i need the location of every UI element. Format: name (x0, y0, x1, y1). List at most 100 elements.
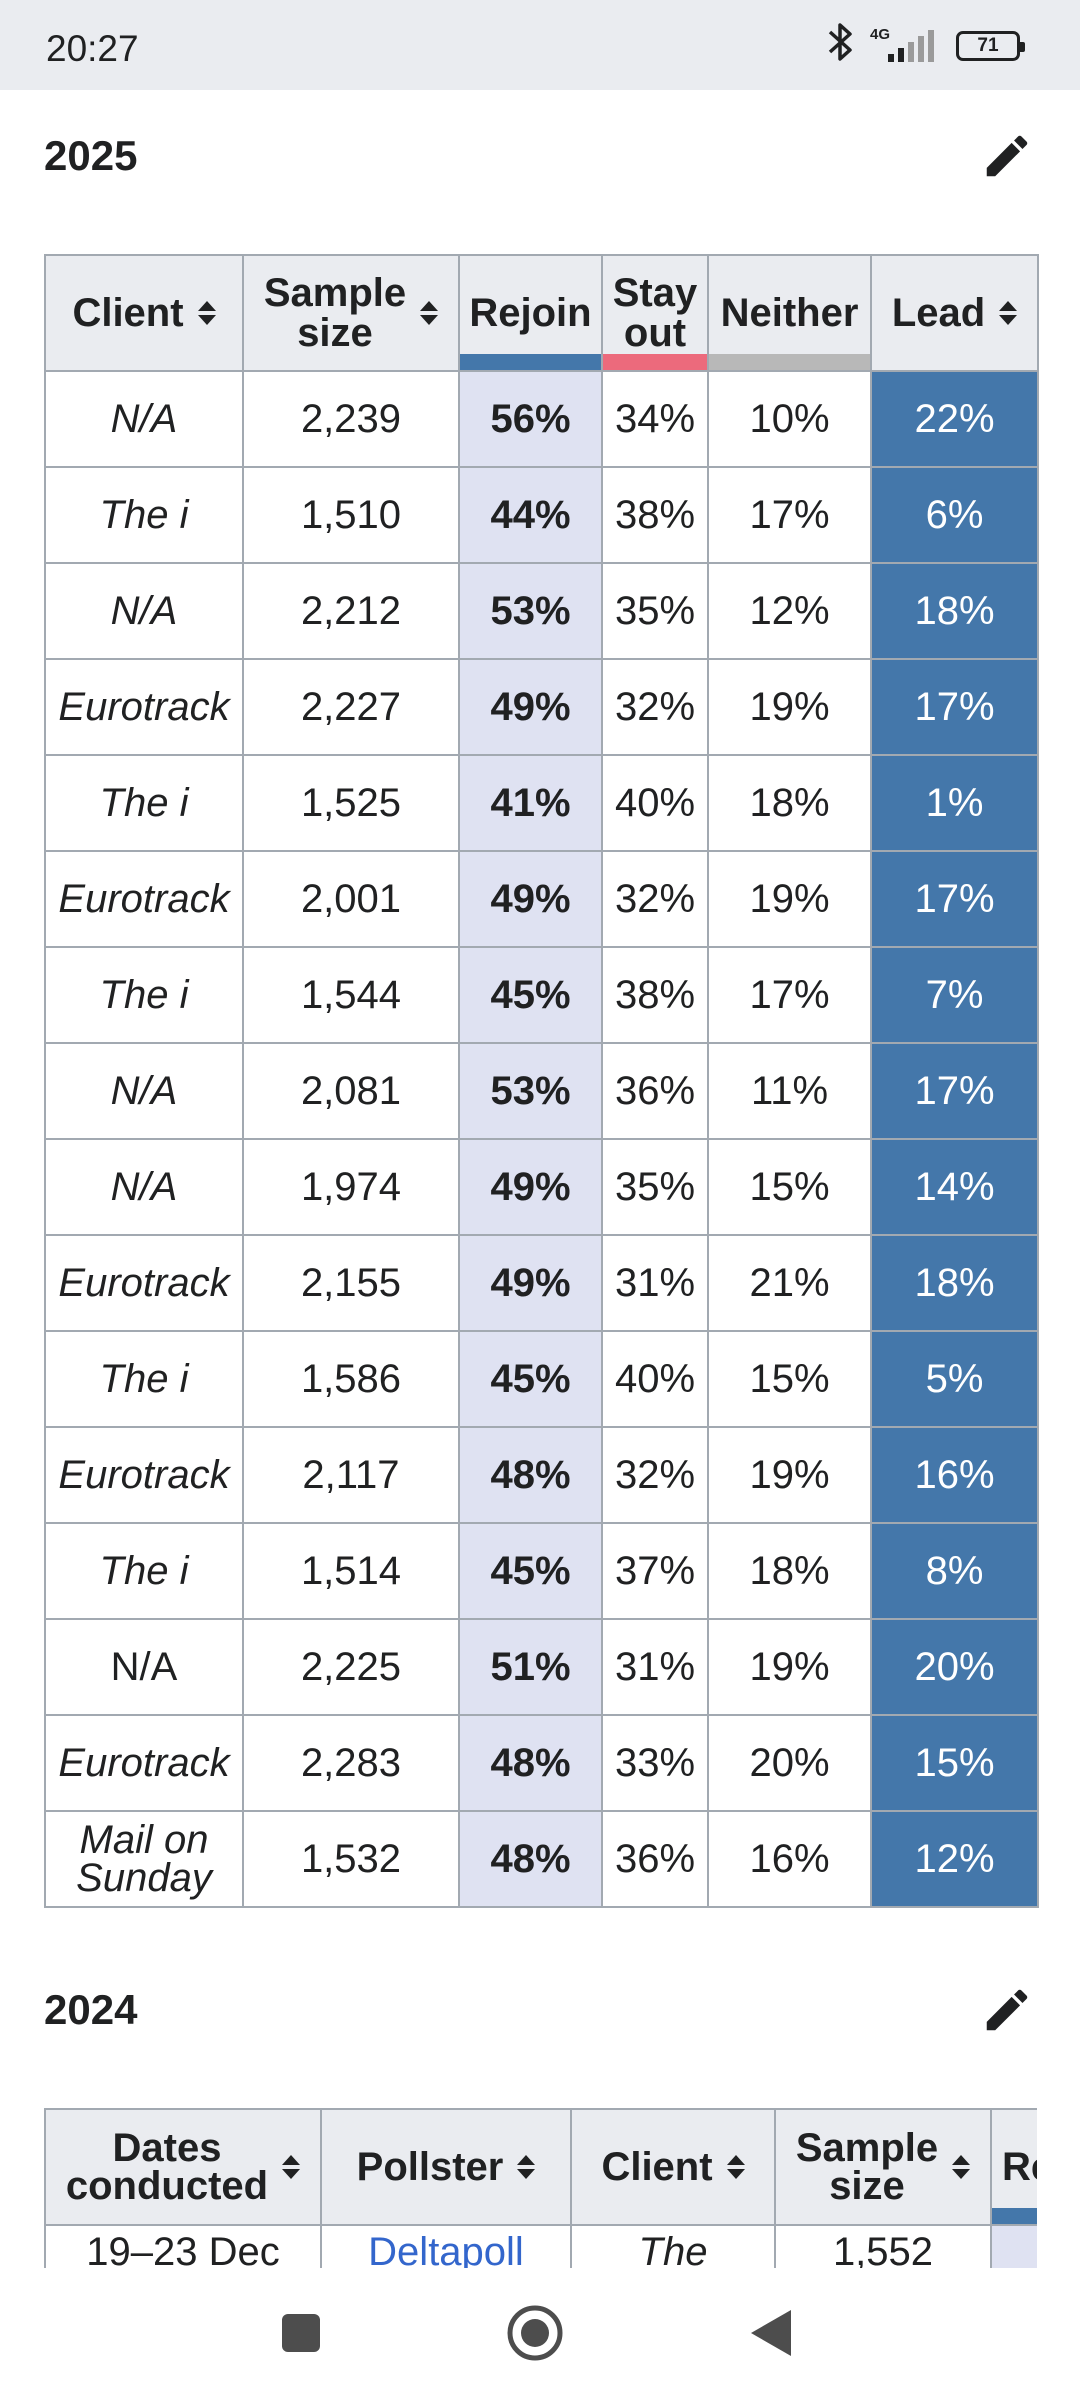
cell-lead: 22% (870, 370, 1039, 468)
header-label: Pollster (356, 2145, 504, 2189)
pollster-link[interactable]: Deltapoll (320, 2224, 572, 2268)
cell-rejoin: 53% (458, 562, 603, 660)
cell-stay-out: 40% (601, 1330, 709, 1428)
cell-rejoin: 44% (458, 466, 603, 564)
cell-rejoin: 48% (458, 1714, 603, 1812)
header-label: Dates conducted (65, 2128, 269, 2208)
sort-icon[interactable] (726, 2155, 745, 2179)
header-label: Sample size (795, 2126, 939, 2208)
header-label: Sample size (264, 273, 406, 353)
header-label: Re (1002, 2145, 1037, 2189)
header-label: Neither (720, 291, 859, 335)
cell-lead: 5% (870, 1330, 1039, 1428)
header-label: Client (72, 291, 184, 335)
cell-client: Mail on Sunday (44, 1810, 244, 1908)
cell-stay-out: 38% (601, 946, 709, 1044)
cell-sample-size: 2,081 (242, 1042, 460, 1140)
cell-sample-size: 1,510 (242, 466, 460, 564)
cell-neither: 19% (707, 850, 872, 948)
status-bar: 20:27 4G 71 (0, 0, 1080, 90)
header-label-line: Sample (795, 2126, 939, 2170)
cell-sample-size: 2,239 (242, 370, 460, 468)
table-row: N/A 1,974 49% 35% 15% 14% (44, 1138, 1039, 1236)
header-label-line: conducted (65, 2164, 269, 2208)
bluetooth-icon (826, 22, 856, 71)
table-row: N/A 2,239 56% 34% 10% 22% (44, 370, 1039, 468)
cell-stay-out: 34% (601, 370, 709, 468)
cell-neither: 19% (707, 1618, 872, 1716)
cell-lead: 6% (870, 466, 1039, 564)
cell-client: N/A (44, 562, 244, 660)
cell-client: N/A (44, 1042, 244, 1140)
column-header-client[interactable]: Client (570, 2108, 776, 2226)
cell-lead: 20% (870, 1618, 1039, 1716)
cell-rejoin (990, 2224, 1037, 2268)
sort-icon[interactable] (282, 2155, 301, 2179)
section-2024-header: 2024 (44, 1970, 1036, 2050)
cell-client: The i (44, 754, 244, 852)
status-time: 20:27 (46, 28, 139, 69)
sort-icon[interactable] (952, 2155, 971, 2179)
cell-client: The i (44, 946, 244, 1044)
cell-client: The (570, 2224, 776, 2268)
cell-lead: 16% (870, 1426, 1039, 1524)
cell-rejoin: 48% (458, 1426, 603, 1524)
polling-table-2024-scroll[interactable]: Dates conducted Pollster Client Sample siz… (44, 2108, 1037, 2268)
home-button[interactable] (500, 2298, 570, 2368)
cell-rejoin: 56% (458, 370, 603, 468)
cell-stay-out: 32% (601, 850, 709, 948)
cell-neither: 15% (707, 1330, 872, 1428)
column-header-pollster[interactable]: Pollster (320, 2108, 572, 2226)
cell-lead: 8% (870, 1522, 1039, 1620)
cell-stay-out: 31% (601, 1234, 709, 1332)
column-header-sample-size[interactable]: Sample size (242, 254, 460, 372)
cell-rejoin: 49% (458, 1234, 603, 1332)
column-header-rejoin: Rejoin (458, 254, 603, 372)
cell-lead: 17% (870, 1042, 1039, 1140)
cell-stay-out: 36% (601, 1042, 709, 1140)
cell-sample-size: 1,586 (242, 1330, 460, 1428)
table-row: The i 1,514 45% 37% 18% 8% (44, 1522, 1039, 1620)
cell-sample-size: 1,974 (242, 1138, 460, 1236)
column-header-lead[interactable]: Lead (870, 254, 1039, 372)
cell-sample-size: 2,283 (242, 1714, 460, 1812)
cell-neither: 18% (707, 1522, 872, 1620)
cell-lead: 18% (870, 1234, 1039, 1332)
table-row: 19–23 Dec Deltapoll The 1,552 (44, 2224, 1037, 2268)
cell-lead: 12% (870, 1810, 1039, 1908)
cell-lead: 1% (870, 754, 1039, 852)
cell-sample-size: 2,001 (242, 850, 460, 948)
cell-rejoin: 45% (458, 1330, 603, 1428)
recents-button[interactable] (266, 2298, 336, 2368)
cell-sample-size: 2,212 (242, 562, 460, 660)
column-header-dates[interactable]: Dates conducted (44, 2108, 322, 2226)
header-label: Lead (891, 291, 986, 335)
cell-sample-size: 1,525 (242, 754, 460, 852)
cell-lead: 14% (870, 1138, 1039, 1236)
polling-table-2025: Client Sample size Rejoin Stay out Neither… (44, 254, 1039, 1908)
pencil-icon[interactable] (978, 127, 1036, 185)
sort-icon[interactable] (197, 301, 216, 325)
stay-out-color-bar (603, 354, 707, 370)
cell-neither: 20% (707, 1714, 872, 1812)
table-row: Eurotrack 2,155 49% 31% 21% 18% (44, 1234, 1039, 1332)
pencil-icon[interactable] (978, 1981, 1036, 2039)
header-label-line: size (829, 2164, 905, 2208)
signal-icon: 4G (870, 24, 942, 68)
sort-icon[interactable] (517, 2155, 536, 2179)
cell-sample-size: 1,552 (774, 2224, 992, 2268)
sort-icon[interactable] (999, 301, 1018, 325)
header-label-line: Stay (612, 271, 698, 315)
header-label-line: size (297, 311, 373, 355)
column-header-client[interactable]: Client (44, 254, 244, 372)
navigation-bar (0, 2268, 1080, 2400)
sort-icon[interactable] (420, 301, 439, 325)
cell-rejoin: 49% (458, 658, 603, 756)
cell-sample-size: 2,155 (242, 1234, 460, 1332)
cell-sample-size: 2,225 (242, 1618, 460, 1716)
column-header-sample-size[interactable]: Sample size (774, 2108, 992, 2226)
cell-rejoin: 45% (458, 946, 603, 1044)
column-header-neither: Neither (707, 254, 872, 372)
back-button[interactable] (736, 2298, 806, 2368)
cell-stay-out: 36% (601, 1810, 709, 1908)
